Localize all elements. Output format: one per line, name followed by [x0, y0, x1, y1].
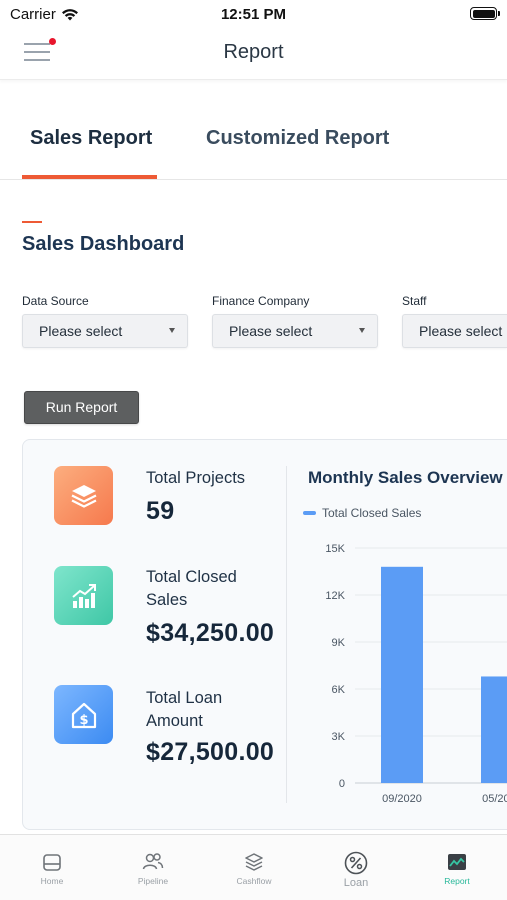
y-tick-label: 0 — [339, 778, 345, 790]
summary-card: Total Projects 59 Total Closed Sales $34… — [22, 439, 507, 830]
report-tabs: Sales Report Customized Report — [0, 82, 507, 180]
report-chart-icon — [448, 854, 466, 870]
menu-button[interactable] — [24, 38, 56, 64]
y-tick-label: 6K — [332, 684, 346, 696]
caret-down-icon — [169, 328, 175, 333]
page-title: Report — [223, 41, 284, 63]
total-closed-sales-label: Total Closed Sales — [146, 568, 237, 609]
finance-company-label: Finance Company — [212, 294, 310, 308]
run-report-button[interactable]: Run Report — [24, 391, 139, 424]
carrier-info: Carrier — [10, 6, 79, 23]
finance-company-value: Please select — [229, 323, 313, 339]
wifi-icon — [61, 9, 78, 21]
y-tick-label: 3K — [332, 731, 346, 743]
total-projects-value: 59 — [146, 497, 175, 525]
tab-customized-report[interactable]: Customized Report — [206, 127, 390, 149]
notification-dot — [49, 38, 56, 45]
carrier-label: Carrier — [10, 6, 56, 23]
tab-loan-label: Loan — [343, 877, 369, 889]
chart-title: Monthly Sales Overview — [308, 468, 503, 487]
growth-chart-icon — [54, 566, 113, 625]
card-divider — [286, 466, 287, 803]
monthly-sales-chart: 0 3K 6K 9K 12K 15K 09/2020 05/2021 — [325, 543, 507, 805]
data-source-select[interactable]: Please select — [22, 314, 188, 348]
legend-label: Total Closed Sales — [322, 506, 422, 520]
x-tick-label: 09/2020 — [382, 793, 422, 805]
tab-cashflow-label: Cashflow — [236, 876, 272, 886]
dashboard-title: Sales Dashboard — [22, 233, 185, 255]
chart-bar[interactable] — [481, 676, 507, 783]
tab-home[interactable]: Home — [12, 851, 92, 886]
chart-bar[interactable] — [381, 566, 423, 783]
total-loan-amount-label: Total Loan Amount — [146, 689, 223, 730]
status-time: 12:51 PM — [220, 6, 287, 23]
status-bar: Carrier 12:51 PM — [0, 0, 507, 28]
caret-down-icon — [359, 328, 365, 333]
title-accent-line — [22, 221, 42, 223]
tab-cashflow[interactable]: Cashflow — [214, 851, 294, 886]
nav-bar: Report — [0, 28, 507, 80]
x-tick-label: 05/2021 — [482, 793, 507, 805]
stack-icon — [245, 853, 263, 871]
tab-loan[interactable]: Loan — [316, 851, 396, 889]
y-tick-label: 12K — [325, 590, 345, 602]
y-tick-label: 15K — [325, 543, 345, 555]
finance-company-select[interactable]: Please select — [212, 314, 378, 348]
battery-icon — [470, 7, 500, 20]
tab-sales-report[interactable]: Sales Report — [30, 127, 153, 149]
total-loan-amount-value: $27,500.00 — [146, 738, 275, 766]
layers-icon — [54, 466, 113, 525]
tab-home-label: Home — [40, 876, 64, 886]
staff-select[interactable]: Please select — [402, 314, 507, 348]
y-tick-label: 9K — [332, 637, 346, 649]
total-projects-label: Total Projects — [146, 469, 246, 487]
tab-report-label: Report — [444, 876, 470, 886]
percent-icon — [344, 851, 368, 875]
staff-label: Staff — [402, 294, 427, 308]
data-source-label: Data Source — [22, 294, 89, 308]
staff-value: Please select — [419, 323, 503, 339]
data-source-value: Please select — [39, 323, 123, 339]
active-tab-indicator — [22, 175, 157, 179]
tab-report[interactable]: Report — [417, 851, 497, 886]
svg-text:$: $ — [79, 713, 88, 728]
bottom-tab-bar: Home Pipeline Cashflow Loan R — [0, 834, 507, 900]
tab-pipeline-label: Pipeline — [137, 876, 169, 886]
users-icon — [142, 853, 164, 870]
tab-pipeline[interactable]: Pipeline — [113, 851, 193, 886]
chart-legend[interactable]: Total Closed Sales — [303, 506, 421, 520]
total-closed-sales-value: $34,250.00 — [146, 619, 275, 647]
home-icon — [43, 854, 61, 871]
house-dollar-icon: $ — [54, 685, 113, 744]
legend-swatch — [303, 511, 316, 515]
